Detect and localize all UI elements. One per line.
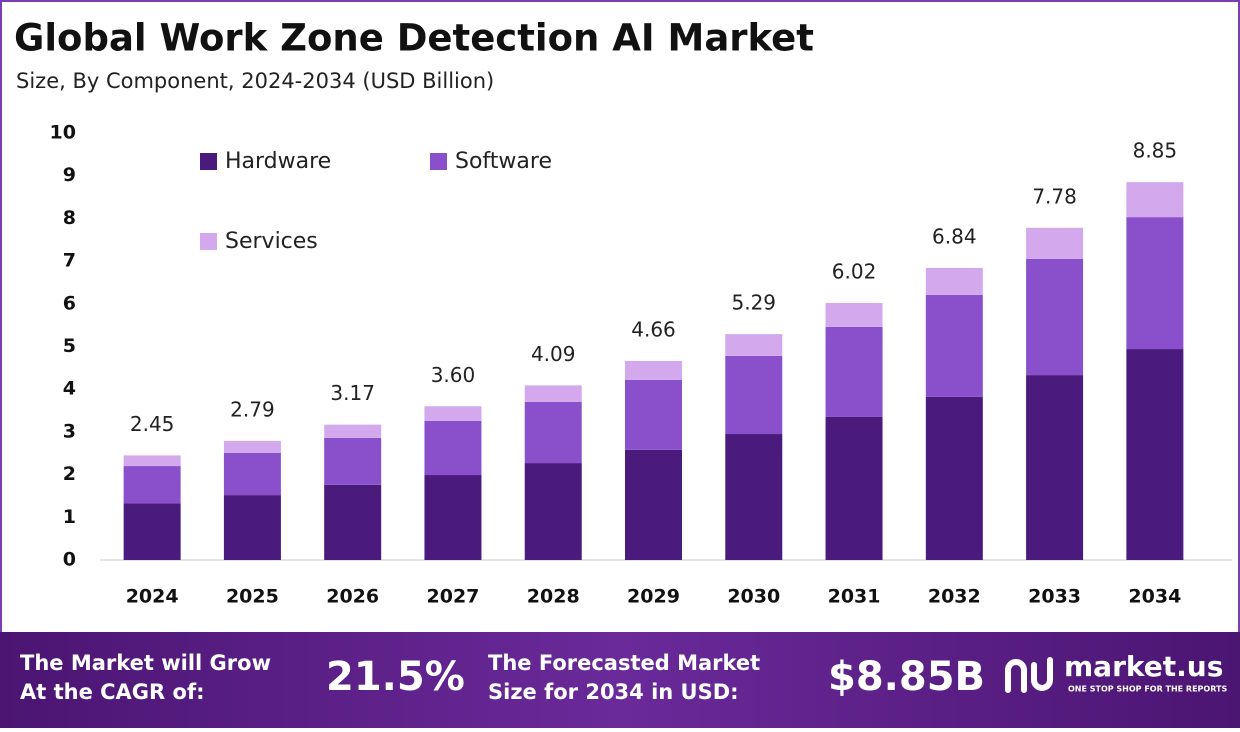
bar-segment <box>123 455 181 467</box>
total-label: 5.29 <box>732 291 777 315</box>
bar-segment <box>825 326 883 417</box>
bar-segment <box>524 463 582 560</box>
total-label: 8.85 <box>1133 139 1178 163</box>
x-tick-label: 2030 <box>727 586 780 608</box>
total-label: 4.66 <box>631 318 676 342</box>
total-label: 7.78 <box>1032 184 1077 208</box>
bar-segment <box>925 294 983 397</box>
bar-segment <box>925 396 983 560</box>
bar-segment <box>424 420 482 476</box>
cagr-value: 21.5% <box>326 654 465 700</box>
y-tick-label: 10 <box>50 122 76 144</box>
y-tick-label: 6 <box>63 292 76 314</box>
bar-segment <box>725 434 783 560</box>
bar-segment <box>424 406 482 421</box>
y-tick-label: 1 <box>63 506 76 528</box>
legend-swatch <box>430 153 447 170</box>
y-tick-label: 7 <box>63 250 76 272</box>
chart-title: Global Work Zone Detection AI Market <box>14 17 814 60</box>
legend-label: Hardware <box>225 149 331 174</box>
forecast-value: $8.85B <box>828 654 985 700</box>
x-tick-label: 2026 <box>326 586 379 608</box>
total-label: 6.02 <box>832 259 877 283</box>
bar-segment <box>725 355 783 435</box>
x-tick-label: 2033 <box>1028 586 1081 608</box>
x-tick-label: 2028 <box>527 586 580 608</box>
bar-segment <box>1026 375 1084 560</box>
bar-segment <box>524 385 582 403</box>
chart-subtitle: Size, By Component, 2024-2034 (USD Billi… <box>16 69 494 93</box>
bar-segment <box>123 466 181 504</box>
legend-swatch <box>200 233 217 250</box>
total-label: 4.09 <box>531 342 576 366</box>
bar-segment <box>825 416 883 560</box>
legend-swatch <box>200 153 217 170</box>
legend-label: Services <box>225 229 318 254</box>
footer-text: The Forecasted Market <box>488 651 760 675</box>
brand-name: market.us <box>1064 650 1223 683</box>
bar-segment <box>324 424 382 438</box>
x-tick-label: 2025 <box>226 586 279 608</box>
bar-segment <box>625 379 682 450</box>
bar-segment <box>324 484 382 560</box>
footer-text: The Market will Grow <box>20 651 271 675</box>
legend-label: Software <box>455 149 552 174</box>
x-tick-label: 2034 <box>1128 586 1181 608</box>
bar-segment <box>223 452 281 496</box>
y-tick-label: 9 <box>63 164 76 186</box>
brand-logo <box>1005 657 1053 693</box>
bar-segment <box>1026 227 1084 259</box>
total-label: 2.45 <box>130 412 175 436</box>
total-label: 3.17 <box>330 381 375 405</box>
y-tick-label: 8 <box>63 207 76 229</box>
y-tick-label: 2 <box>63 463 76 485</box>
bar-segment <box>1126 349 1184 560</box>
y-tick-label: 5 <box>63 335 76 357</box>
footer-text: Size for 2034 in USD: <box>488 680 739 704</box>
bar-segment <box>324 437 382 485</box>
bar-segment <box>1126 217 1184 350</box>
bar-segment <box>925 267 983 295</box>
bar-segment <box>123 503 181 560</box>
bar-segment <box>825 302 883 327</box>
bar-segment <box>1126 182 1184 218</box>
x-tick-label: 2029 <box>627 586 680 608</box>
total-label: 6.84 <box>932 224 977 248</box>
total-label: 3.60 <box>431 363 476 387</box>
x-tick-label: 2031 <box>828 586 881 608</box>
x-tick-label: 2024 <box>126 586 179 608</box>
bar-segment <box>625 449 682 560</box>
x-tick-label: 2027 <box>427 586 480 608</box>
bar-segment <box>424 475 482 560</box>
bar-segment <box>223 440 281 453</box>
bar-segment <box>223 495 281 560</box>
y-tick-label: 3 <box>63 420 76 442</box>
y-tick-label: 4 <box>63 378 76 400</box>
footer-text: At the CAGR of: <box>20 680 205 704</box>
total-label: 2.79 <box>230 397 275 421</box>
x-tick-label: 2032 <box>928 586 981 608</box>
bar-segment <box>725 334 783 356</box>
bar-segment <box>1026 258 1084 376</box>
y-tick-label: 0 <box>63 549 76 571</box>
bar-segment <box>625 361 682 380</box>
brand-tagline: ONE STOP SHOP FOR THE REPORTS <box>1068 685 1227 694</box>
bar-segment <box>524 402 582 464</box>
